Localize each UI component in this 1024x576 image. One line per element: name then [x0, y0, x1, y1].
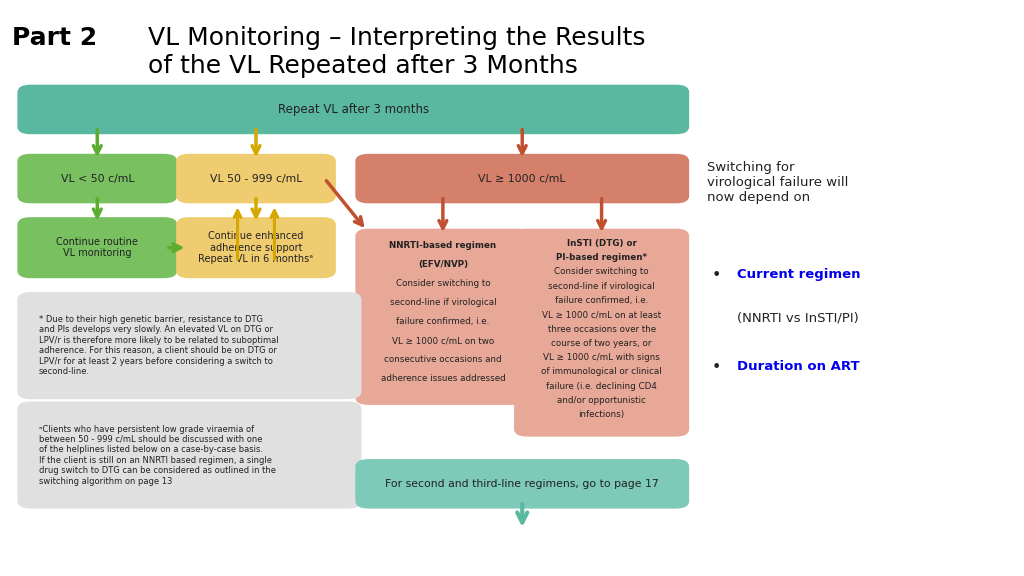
- Text: * Due to their high genetic barrier, resistance to DTG
and PIs develops very slo: * Due to their high genetic barrier, res…: [39, 315, 279, 376]
- FancyBboxPatch shape: [17, 217, 177, 278]
- Text: VL ≥ 1000 c/mL: VL ≥ 1000 c/mL: [478, 173, 566, 184]
- FancyBboxPatch shape: [355, 154, 689, 203]
- Text: VL ≥ 1000 c/mL on at least: VL ≥ 1000 c/mL on at least: [542, 310, 662, 319]
- Text: (NNRTI vs InSTI/PI): (NNRTI vs InSTI/PI): [737, 311, 859, 324]
- Text: Switching for
virological failure will
now depend on: Switching for virological failure will n…: [707, 161, 848, 204]
- Text: VL Monitoring – Interpreting the Results
of the VL Repeated after 3 Months: VL Monitoring – Interpreting the Results…: [148, 26, 646, 78]
- Text: VL < 50 c/mL: VL < 50 c/mL: [60, 173, 134, 184]
- Text: PI-based regimen*: PI-based regimen*: [556, 253, 647, 262]
- Text: •: •: [712, 268, 721, 283]
- FancyBboxPatch shape: [17, 154, 177, 203]
- Text: failure confirmed, i.e.: failure confirmed, i.e.: [396, 317, 489, 326]
- Text: Consider switching to: Consider switching to: [554, 267, 649, 276]
- FancyBboxPatch shape: [176, 154, 336, 203]
- Text: Current regimen: Current regimen: [737, 268, 861, 281]
- Text: failure confirmed, i.e.: failure confirmed, i.e.: [555, 296, 648, 305]
- Text: Repeat VL after 3 months: Repeat VL after 3 months: [278, 103, 429, 116]
- Text: NNRTI-based regimen: NNRTI-based regimen: [389, 241, 497, 250]
- Text: three occasions over the: three occasions over the: [548, 324, 655, 334]
- Text: Continue enhanced
adherence support
Repeat VL in 6 monthsᵃ: Continue enhanced adherence support Repe…: [199, 231, 313, 264]
- Text: second-line if virological: second-line if virological: [548, 282, 655, 291]
- Text: Part 2: Part 2: [12, 26, 97, 50]
- FancyBboxPatch shape: [355, 229, 530, 405]
- Text: Duration on ART: Duration on ART: [737, 360, 860, 373]
- Text: Consider switching to: Consider switching to: [395, 279, 490, 288]
- Text: (EFV/NVP): (EFV/NVP): [418, 260, 468, 269]
- Text: VL ≥ 1000 c/mL on two: VL ≥ 1000 c/mL on two: [392, 336, 494, 345]
- Text: VL 50 - 999 c/mL: VL 50 - 999 c/mL: [210, 173, 302, 184]
- Text: Continue routine
VL monitoring: Continue routine VL monitoring: [56, 237, 138, 259]
- Text: •: •: [712, 360, 721, 375]
- FancyBboxPatch shape: [355, 459, 689, 509]
- Text: VL ≥ 1000 c/mL with signs: VL ≥ 1000 c/mL with signs: [543, 353, 660, 362]
- FancyBboxPatch shape: [17, 401, 361, 509]
- FancyBboxPatch shape: [514, 229, 689, 437]
- Text: InSTI (DTG) or: InSTI (DTG) or: [566, 239, 637, 248]
- Text: adherence issues addressed: adherence issues addressed: [381, 374, 505, 383]
- Text: of immunological or clinical: of immunological or clinical: [542, 367, 662, 377]
- Text: For second and third-line regimens, go to page 17: For second and third-line regimens, go t…: [385, 479, 659, 489]
- FancyBboxPatch shape: [17, 85, 689, 134]
- FancyBboxPatch shape: [176, 217, 336, 278]
- Text: consecutive occasions and: consecutive occasions and: [384, 355, 502, 364]
- Text: infections): infections): [579, 410, 625, 419]
- FancyBboxPatch shape: [17, 292, 361, 399]
- Text: and/or opportunistic: and/or opportunistic: [557, 396, 646, 405]
- Text: ᵃClients who have persistent low grade viraemia of
between 50 - 999 c/mL should : ᵃClients who have persistent low grade v…: [39, 425, 275, 486]
- Text: failure (i.e. declining CD4: failure (i.e. declining CD4: [546, 382, 657, 391]
- Text: second-line if virological: second-line if virological: [389, 298, 497, 307]
- Text: course of two years, or: course of two years, or: [551, 339, 652, 348]
